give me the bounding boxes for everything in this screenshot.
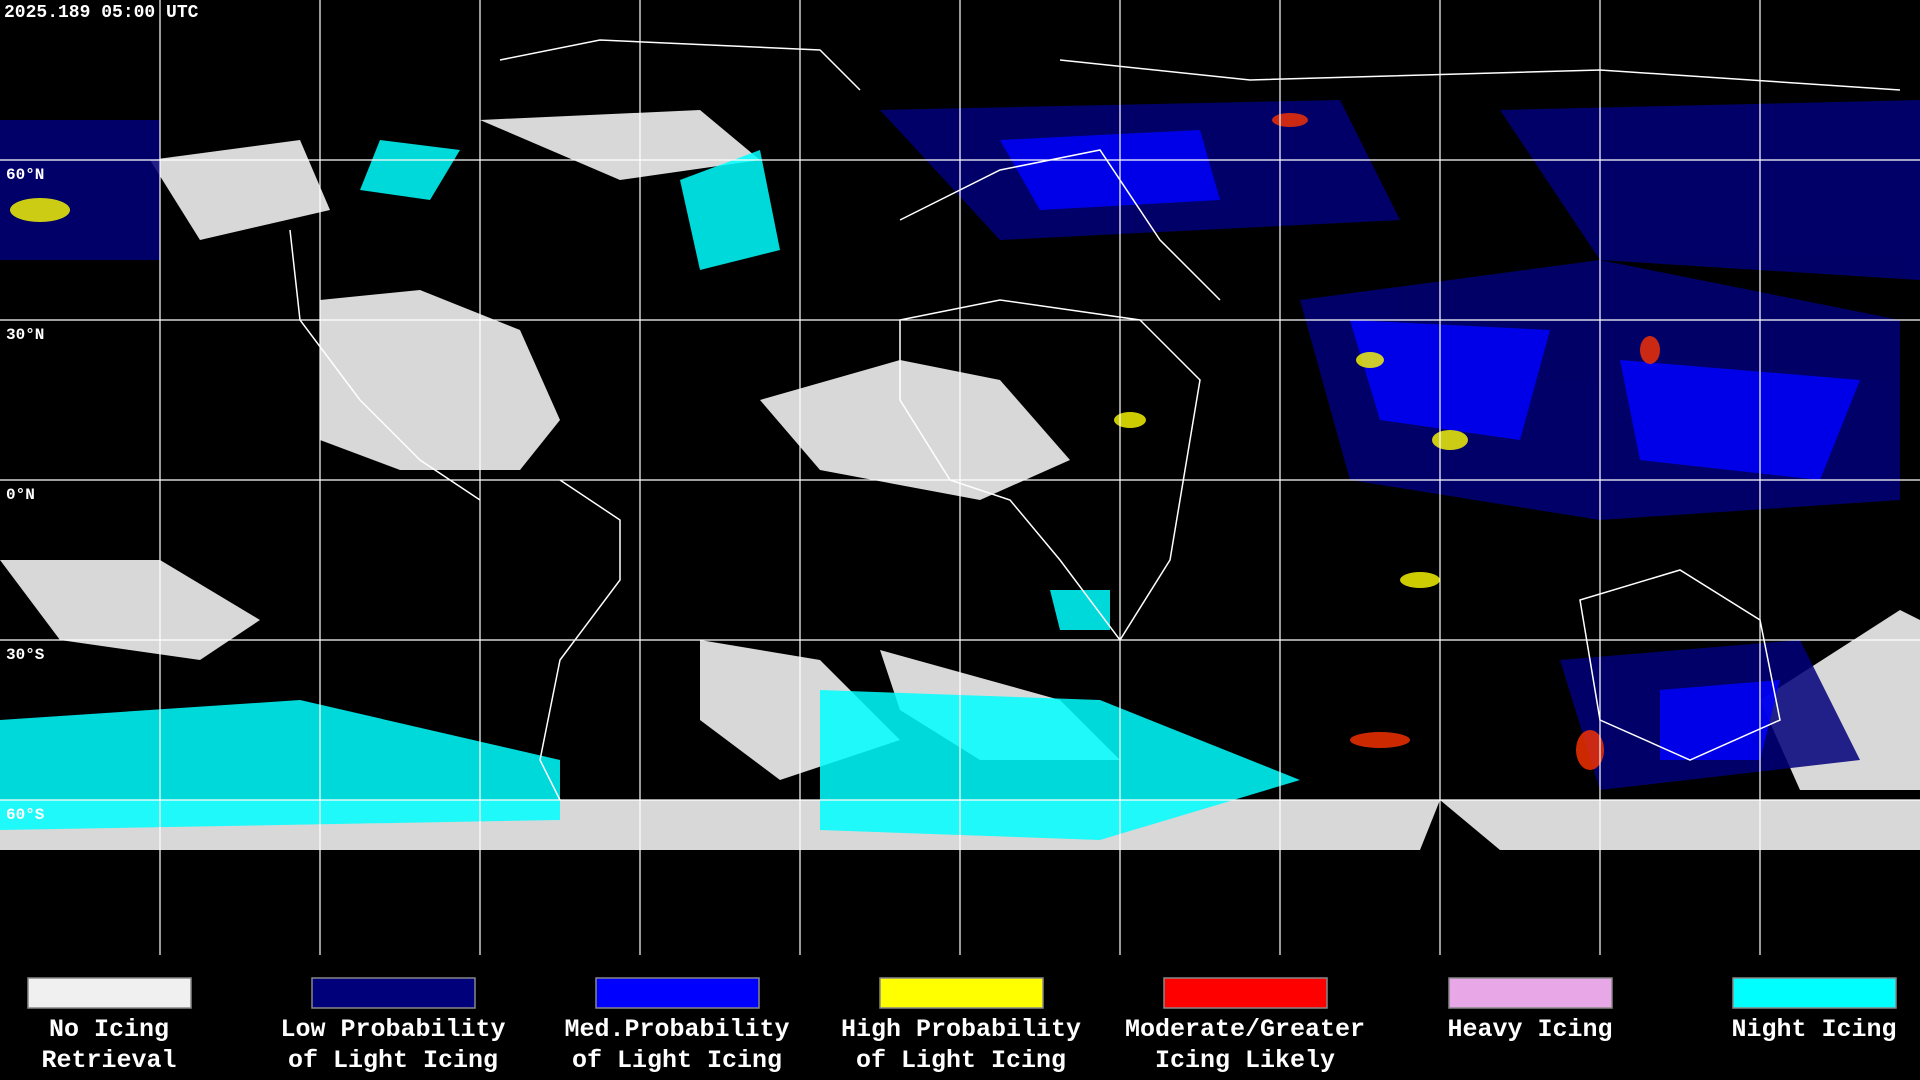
- legend-label: of Light Icing: [288, 1046, 498, 1075]
- high-probability-patches: [10, 198, 1468, 588]
- legend-label: Night Icing: [1731, 1015, 1896, 1044]
- legend-swatch: [1732, 977, 1897, 1009]
- latitude-label: 0°N: [6, 486, 35, 504]
- latitude-label: 60°S: [6, 806, 45, 824]
- legend-label: Low Probability: [280, 1015, 505, 1044]
- legend-swatch: [1163, 977, 1328, 1009]
- timestamp: 2025.189 05:00 UTC: [4, 3, 199, 23]
- latitude-label: 30°N: [6, 326, 44, 344]
- moderate-patches: [1272, 113, 1660, 770]
- legend-label: of Light Icing: [572, 1046, 782, 1075]
- legend-swatch: [879, 977, 1044, 1009]
- night-icing-fields: [0, 140, 1300, 840]
- legend-swatch: [27, 977, 192, 1009]
- graticule: [0, 0, 1920, 955]
- legend-label: Moderate/Greater: [1125, 1015, 1365, 1044]
- legend-label: Icing Likely: [1155, 1046, 1335, 1075]
- legend-label: Retrieval: [41, 1046, 176, 1075]
- legend-swatch: [1448, 977, 1613, 1009]
- latitude-labels: 60°N 30°N 0°N 30°S 60°S: [6, 166, 45, 824]
- legend-label: No Icing: [49, 1015, 169, 1044]
- legend-label: Med.Probability: [564, 1015, 789, 1044]
- legend-label: Heavy Icing: [1447, 1015, 1612, 1044]
- legend-swatch: [595, 977, 760, 1009]
- latitude-label: 60°N: [6, 166, 44, 184]
- latitude-label: 30°S: [6, 646, 45, 664]
- legend-label: of Light Icing: [856, 1046, 1066, 1075]
- legend-label: High Probability: [841, 1015, 1081, 1044]
- medium-probability-fields: [1000, 130, 1860, 760]
- legend-swatch: [311, 977, 476, 1009]
